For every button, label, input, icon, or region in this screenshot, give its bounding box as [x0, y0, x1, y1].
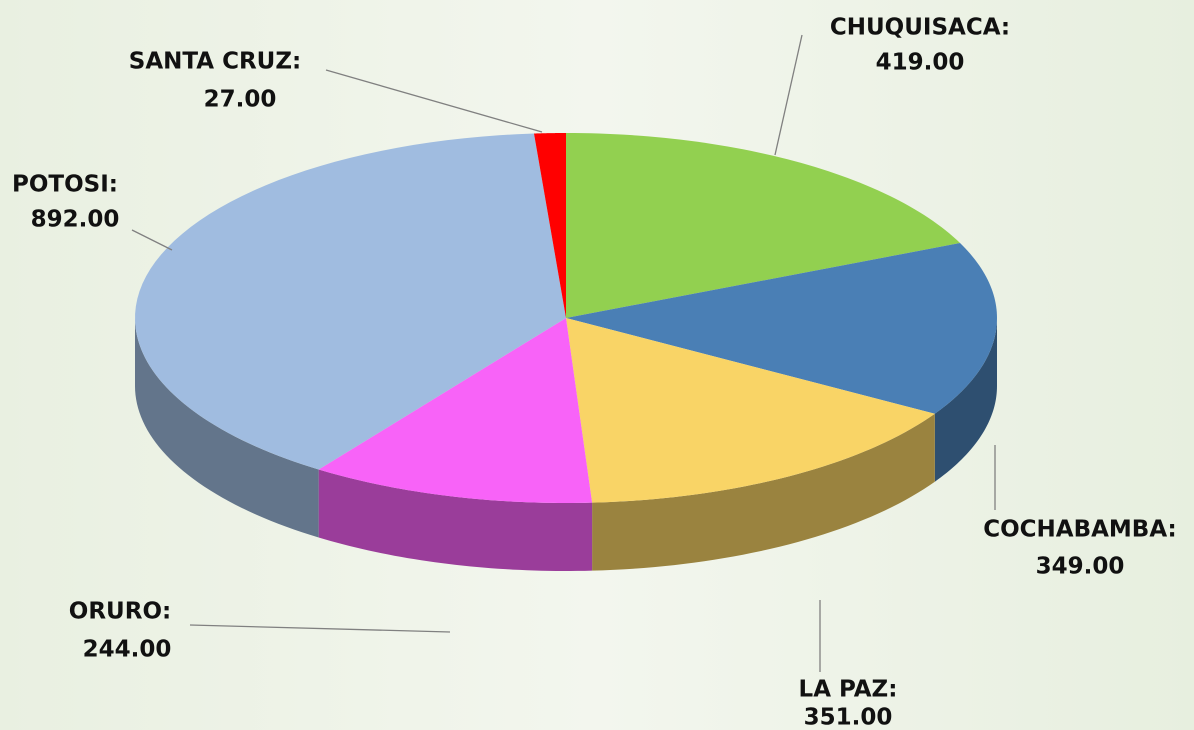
category-label: POTOSI: [12, 172, 118, 198]
leader-line [132, 230, 172, 250]
category-label: CHUQUISACA: [830, 15, 1010, 41]
value-label: 419.00 [876, 50, 965, 76]
leader-line [326, 70, 542, 132]
leader-line [190, 625, 450, 632]
value-label: 27.00 [204, 87, 277, 113]
value-label: 349.00 [1036, 554, 1125, 580]
category-label: SANTA CRUZ: [129, 49, 301, 75]
category-label: ORURO: [69, 599, 171, 625]
value-label: 892.00 [31, 207, 120, 233]
value-label: 244.00 [83, 637, 172, 663]
category-label: COCHABAMBA: [983, 517, 1177, 543]
page: CHUQUISACA: 419.00 COCHABAMBA: 349.00 LA PAZ… [0, 0, 1194, 730]
category-label: LA PAZ: [799, 677, 898, 703]
leader-line [775, 35, 802, 155]
value-label: 351.00 [804, 705, 893, 730]
chart: CHUQUISACA: 419.00 COCHABAMBA: 349.00 LA PAZ… [0, 0, 1194, 730]
